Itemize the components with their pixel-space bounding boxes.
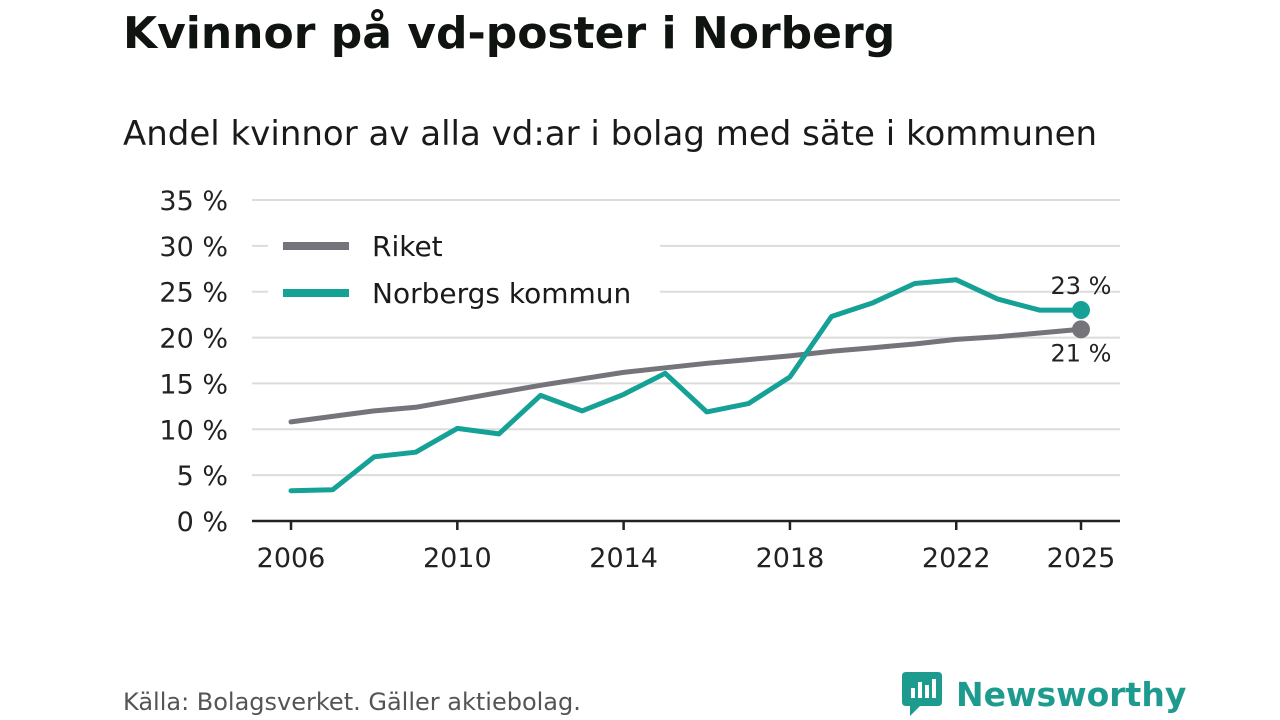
series-line-norbergs-kommun [288,277,1084,494]
y-tick-label: 25 % [159,278,228,309]
x-tick-label: 2022 [922,543,991,574]
series-lines [288,277,1090,494]
legend-label: Riket [372,230,443,263]
end-label: 21 % [1051,339,1112,367]
end-labels: 23 % 21 % [1051,272,1112,367]
brand: Newsworthy [902,672,1186,716]
x-tick-label: 2014 [589,543,658,574]
end-marker-riket [1072,320,1090,339]
y-tick-label: 5 % [177,461,228,492]
x-tick-label: 2025 [1047,543,1116,574]
end-marker-norbergs-kommun [1072,301,1090,320]
x-axis: 2006 2010 2014 2018 2022 2025 [252,519,1120,574]
brand-name: Newsworthy [956,674,1187,714]
chart-title: Kvinnor på vd-poster i Norberg [123,8,896,59]
series-line-riket [288,326,1084,425]
x-tick-label: 2018 [756,543,825,574]
y-tick-label: 10 % [159,415,228,446]
legend-label: Norbergs kommun [372,277,631,310]
chart-subtitle: Andel kvinnor av alla vd:ar i bolag med … [123,114,1098,154]
y-axis-ticks: 0 % 5 % 10 % 15 % 20 % 25 % 30 % 35 % [159,186,228,538]
source-note: Källa: Bolagsverket. Gäller aktiebolag. [123,688,581,716]
legend: Riket Norbergs kommun [268,227,660,313]
y-tick-label: 20 % [159,324,228,355]
x-tick-label: 2010 [423,543,492,574]
newsworthy-logo-icon [902,672,942,716]
x-tick-label: 2006 [257,543,326,574]
y-tick-label: 30 % [159,232,228,263]
y-tick-label: 15 % [159,369,228,400]
y-tick-label: 0 % [177,507,228,538]
end-label: 23 % [1051,272,1112,300]
y-tick-label: 35 % [159,186,228,217]
line-chart: 0 %5 %10 %15 %20 %25 %30 %35 % 2006 2010 2… [159,186,1120,574]
legend-background [268,227,660,313]
